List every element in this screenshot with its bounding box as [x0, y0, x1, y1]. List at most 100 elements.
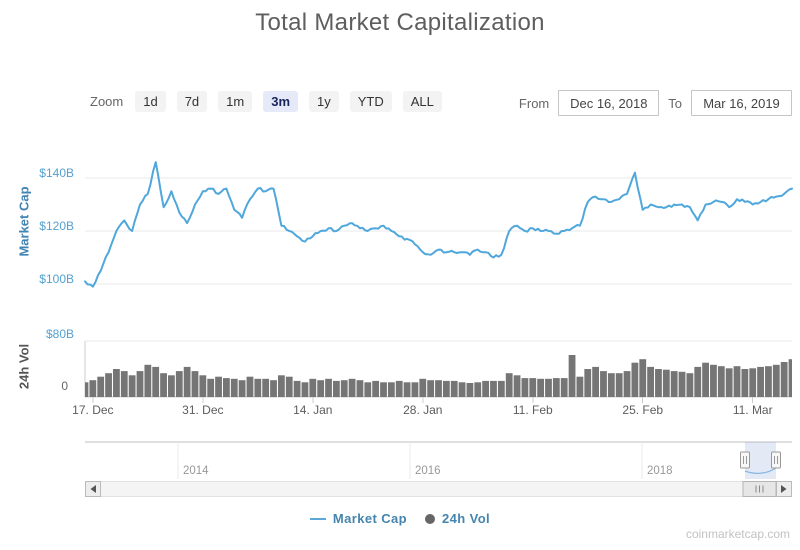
volume-bar: [521, 378, 529, 397]
volume-bar: [427, 380, 435, 397]
volume-bar: [340, 380, 348, 397]
volume-bar: [238, 380, 246, 397]
volume-bar: [332, 380, 340, 397]
zoom-button-7d[interactable]: 7d: [176, 91, 208, 112]
volume-bar: [230, 378, 238, 397]
volume-bar: [160, 373, 167, 397]
volume-bar: [168, 375, 175, 397]
volume-bar: [223, 378, 230, 397]
volume-bar: [717, 366, 725, 397]
volume-bar: [285, 376, 293, 397]
volume-bar: [215, 376, 222, 397]
zoom-button-1y[interactable]: 1y: [309, 91, 339, 112]
legend-item-market-cap[interactable]: Market Cap: [309, 511, 407, 526]
volume-bar: [403, 382, 411, 397]
volume-bar: [529, 378, 537, 397]
volume-bar: [560, 378, 568, 397]
volume-bar: [325, 378, 332, 397]
volume-bar: [545, 378, 552, 397]
zoom-label: Zoom: [90, 94, 124, 109]
zoom-button-all[interactable]: ALL: [402, 91, 442, 112]
volume-bar: [458, 382, 466, 397]
volume-bar: [552, 378, 560, 397]
volume-bar: [395, 380, 403, 397]
to-label: To: [668, 95, 682, 111]
volume-bar: [655, 369, 662, 397]
chart-title: Total Market Capitalization: [255, 9, 545, 36]
volume-bar: [568, 355, 576, 397]
plot-area[interactable]: [85, 145, 792, 397]
zoom-button-3m[interactable]: 3m: [263, 91, 299, 112]
volume-bar: [144, 364, 152, 397]
to-date-input[interactable]: [691, 90, 792, 116]
from-date-input[interactable]: [558, 90, 660, 116]
volume-bar: [442, 380, 450, 397]
dot-swatch-icon: [425, 513, 435, 524]
volume-bar: [105, 373, 112, 397]
zoom-button-ytd[interactable]: YTD: [349, 91, 392, 112]
volume-bar: [152, 366, 160, 397]
y-tick-label: 0: [61, 379, 68, 393]
legend: Market Cap 24h Vol: [0, 511, 800, 526]
volume-bar: [85, 382, 89, 397]
x-tick-label: 11. Feb: [513, 403, 553, 417]
volume-bar: [435, 380, 442, 397]
volume-bar: [694, 366, 702, 397]
volume-bar: [301, 382, 309, 397]
volume-bar: [317, 380, 325, 397]
volume-bar: [136, 371, 144, 397]
volume-bar: [505, 373, 513, 397]
volume-bar: [592, 366, 600, 397]
volume-bar: [497, 380, 505, 397]
zoom-button-1d[interactable]: 1d: [135, 91, 166, 112]
right-arrow-icon: [781, 485, 787, 493]
handle-grip-icon: [740, 451, 750, 469]
zoom-toolbar: Zoom 1d 7d 1m 3m 1y YTD ALL: [90, 91, 442, 112]
x-tick-label: 31. Dec: [182, 403, 223, 417]
volume-bar: [741, 369, 749, 397]
legend-label: Market Cap: [332, 511, 407, 526]
volume-bar: [474, 382, 482, 397]
navigator-handle-right[interactable]: [771, 451, 781, 469]
left-arrow-icon: [90, 485, 96, 493]
volume-bar: [772, 364, 780, 397]
zoom-button-1m[interactable]: 1m: [218, 91, 253, 112]
volume-bar: [372, 380, 380, 397]
x-tick-label: 28. Jan: [403, 403, 442, 417]
volume-bar: [89, 380, 97, 397]
volume-bar: [670, 371, 678, 397]
volume-bar: [254, 378, 262, 397]
volume-bar: [113, 369, 120, 397]
legend-item-24h-vol[interactable]: 24h Vol: [425, 511, 490, 526]
volume-bar: [576, 376, 584, 397]
volume-bar: [607, 373, 615, 397]
market-cap-line: [84, 161, 793, 288]
volume-bar: [466, 383, 474, 397]
scrollbar-track[interactable]: [85, 481, 792, 497]
volume-bar: [277, 375, 285, 397]
volume-bar: [662, 369, 670, 397]
volume-bar: [780, 362, 788, 397]
volume-bar: [615, 373, 623, 397]
navigator-year-label: 2018: [647, 465, 673, 477]
volume-bar: [788, 359, 792, 397]
y-tick-label: $80B: [46, 327, 74, 341]
volume-bar: [710, 364, 717, 397]
line-swatch-icon: [309, 517, 326, 520]
volume-bar: [262, 378, 270, 397]
volume-bar: [191, 371, 199, 397]
legend-label: 24h Vol: [442, 511, 491, 526]
volume-bar: [631, 362, 639, 397]
volume-bar: [199, 375, 207, 397]
navigator-handle-left[interactable]: [740, 451, 750, 469]
volume-bar: [270, 380, 277, 397]
navigator-year-label: 2014: [183, 465, 209, 477]
volume-bar: [482, 380, 490, 397]
volume-bar: [450, 380, 458, 397]
volume-bar: [183, 366, 191, 397]
volume-bar: [175, 371, 183, 397]
volume-bar: [623, 371, 631, 397]
volume-bar: [757, 366, 764, 397]
watermark: coinmarketcap.com: [685, 527, 790, 541]
